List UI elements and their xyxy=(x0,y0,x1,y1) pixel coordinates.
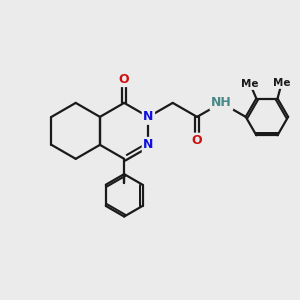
Text: Me: Me xyxy=(241,79,259,89)
Text: N: N xyxy=(143,138,154,151)
Text: O: O xyxy=(192,134,203,147)
Text: Me: Me xyxy=(273,78,290,88)
Text: NH: NH xyxy=(211,96,232,110)
Text: N: N xyxy=(143,110,154,123)
Text: O: O xyxy=(119,73,130,85)
